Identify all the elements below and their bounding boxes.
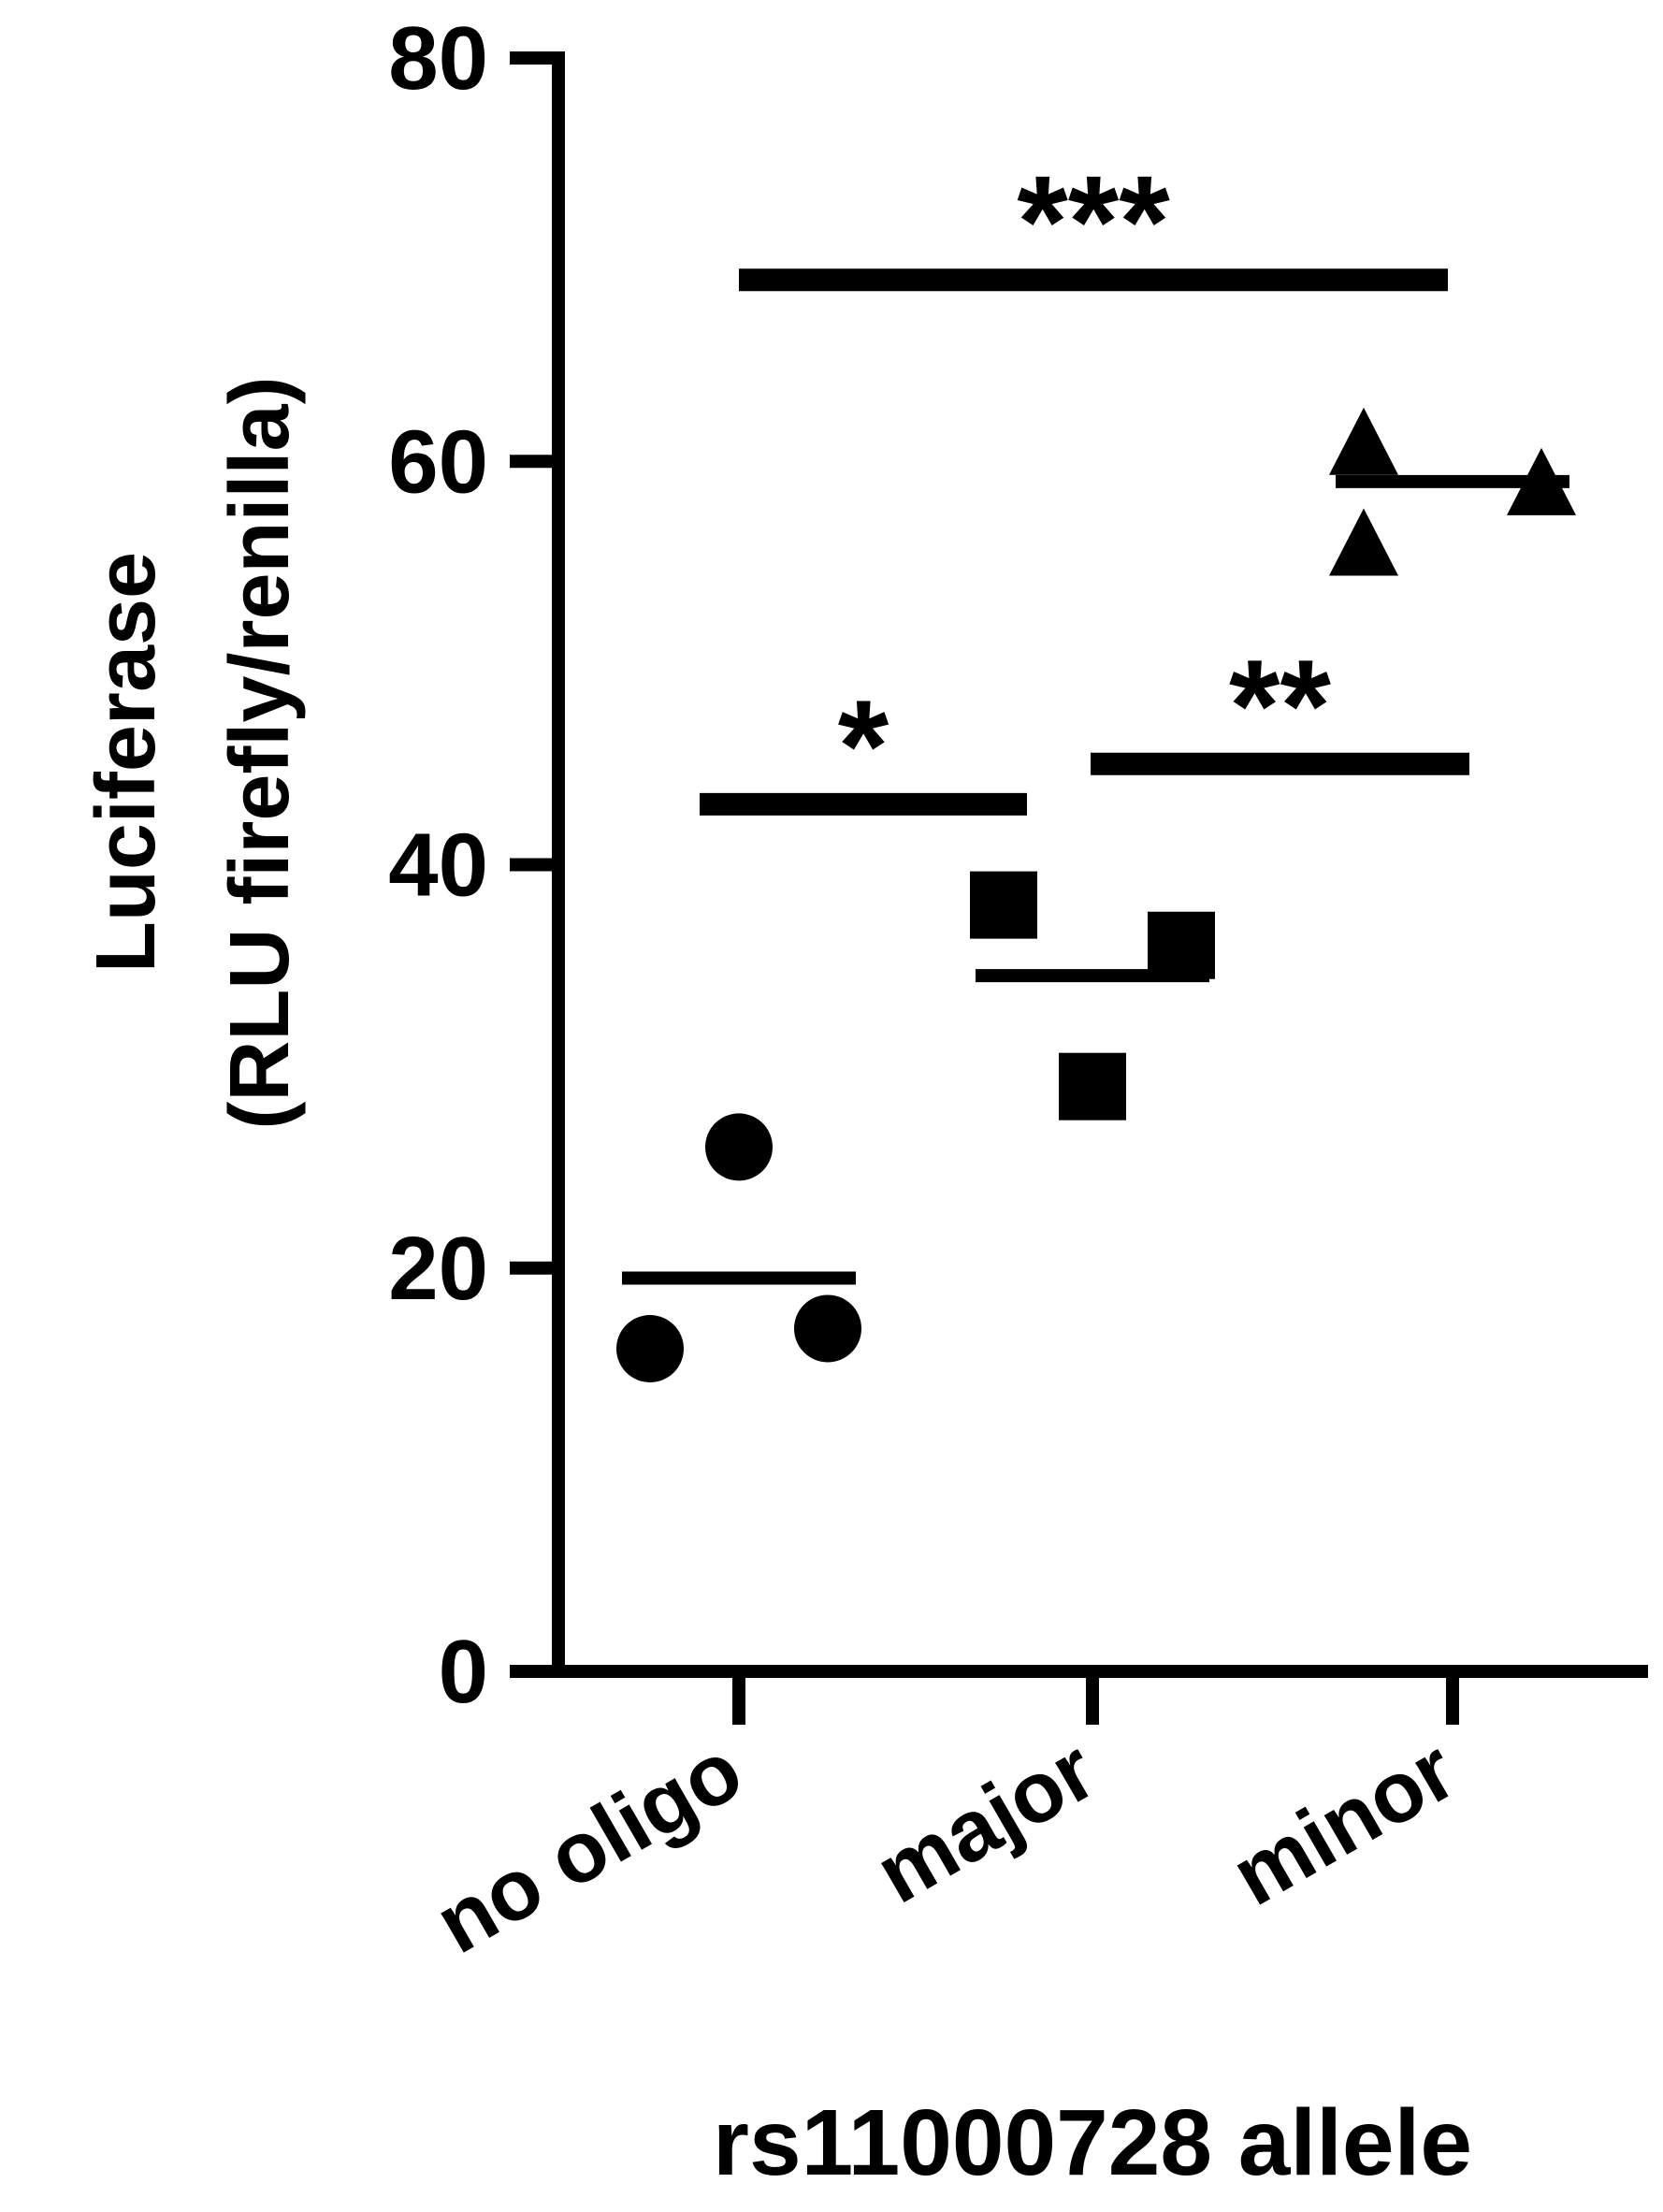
y-axis-label-line2: (RLU firefly/renilla) xyxy=(213,376,307,1129)
y-axis-label-line1: Luciferase xyxy=(80,552,173,973)
data-point-circle xyxy=(705,1113,773,1181)
data-point-square xyxy=(1148,911,1215,979)
x-tick-label: minor xyxy=(1217,1722,1471,1924)
data-point-triangle xyxy=(1507,447,1576,515)
y-axis: 0 20 40 60 80 xyxy=(388,8,565,1722)
y-tick-label: 20 xyxy=(388,1219,488,1319)
data-point-square xyxy=(970,871,1037,939)
x-axis-label: rs11000728 allele xyxy=(713,2090,1472,2195)
y-tick-label: 0 xyxy=(439,1622,488,1722)
data-point-circle xyxy=(616,1315,684,1382)
significance-label: *** xyxy=(1017,148,1170,295)
data-point-square xyxy=(1059,1052,1126,1120)
data-point-triangle xyxy=(1329,508,1398,576)
x-tick-label: no oligo xyxy=(420,1722,758,1972)
significance-brackets: * ***** xyxy=(700,148,1469,819)
x-tick-label: major xyxy=(860,1722,1111,1922)
y-tick-label: 60 xyxy=(388,412,488,512)
significance-label: * xyxy=(838,672,889,819)
data-points xyxy=(616,407,1576,1382)
x-axis: no oligo major minor xyxy=(420,1665,1648,1972)
y-tick-label: 40 xyxy=(388,816,488,916)
data-point-triangle xyxy=(1329,407,1398,475)
data-point-circle xyxy=(794,1294,861,1363)
y-tick-label: 80 xyxy=(388,8,488,108)
significance-label: ** xyxy=(1229,632,1331,779)
